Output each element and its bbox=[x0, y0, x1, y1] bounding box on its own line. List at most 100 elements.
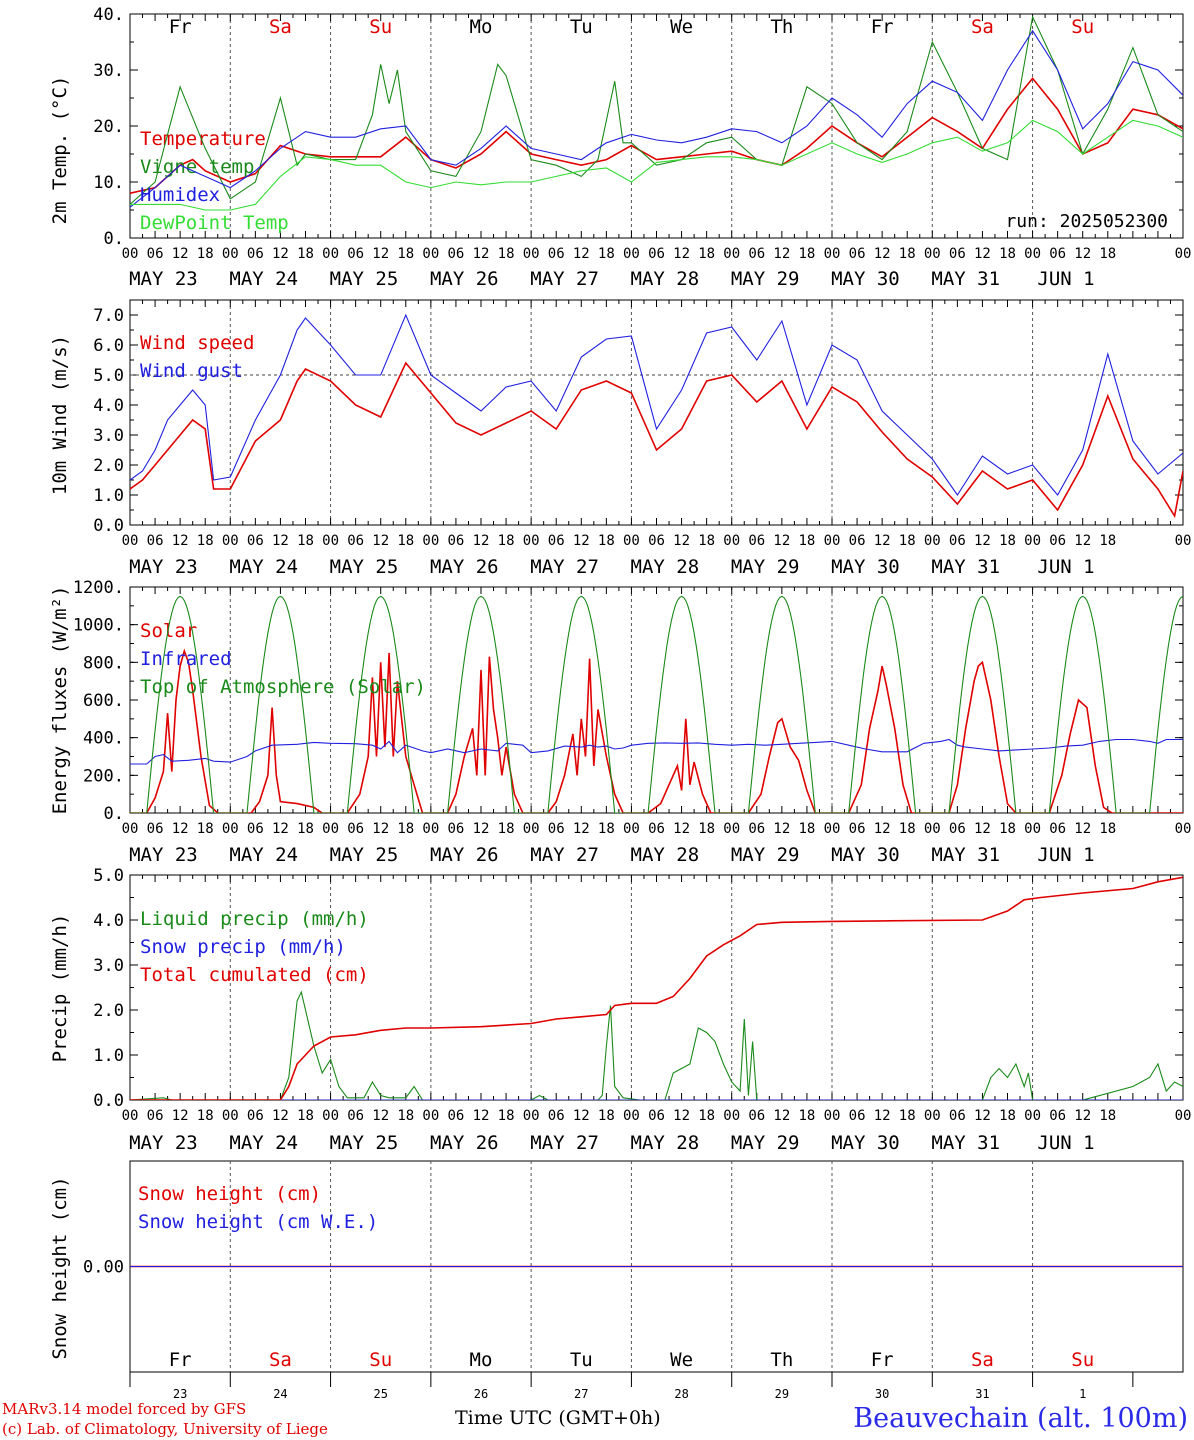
hour-label: 06 bbox=[1049, 1108, 1066, 1124]
hour-label: 12 bbox=[1074, 246, 1091, 262]
hour-label: 18 bbox=[698, 533, 715, 549]
series-line-1-4 bbox=[130, 119, 1183, 211]
day-number: 28 bbox=[674, 1387, 688, 1401]
panel-2: 0.0 1.0 2.0 3.0 4.0 5.0 6.0 7.0 10m Wind (m/s) Wi… bbox=[49, 299, 1191, 578]
hour-label: 06 bbox=[247, 821, 264, 837]
series-line-3-2 bbox=[130, 738, 1183, 765]
weekday-label: Th bbox=[770, 1349, 793, 1371]
weekday-label: Su bbox=[369, 1349, 392, 1371]
hour-label: 12 bbox=[673, 533, 690, 549]
panel-3: 0. 200. 400. 600. 800. 1000. 1200.Energy fluxe… bbox=[49, 578, 1191, 866]
hour-label: 00 bbox=[222, 821, 239, 837]
hour-label: 12 bbox=[272, 821, 289, 837]
hour-label: 00 bbox=[422, 1108, 439, 1124]
hour-label: 00 bbox=[1024, 533, 1041, 549]
hour-label: 00 bbox=[623, 246, 640, 262]
weekday-label: Sa bbox=[971, 16, 994, 38]
hour-label: 18 bbox=[197, 533, 214, 549]
date-label: MAY 25 bbox=[330, 268, 399, 290]
hour-label: 18 bbox=[397, 533, 414, 549]
date-label: MAY 27 bbox=[530, 268, 599, 290]
day-number: 23 bbox=[173, 1387, 187, 1401]
plot-frame bbox=[129, 299, 1184, 526]
y-tick-label: 2.0 bbox=[93, 1001, 124, 1021]
hour-label: 12 bbox=[172, 246, 189, 262]
date-label: JUN 1 bbox=[1037, 268, 1094, 290]
y-axis-label: Precip (mm/h) bbox=[49, 914, 71, 1063]
weekday-label: Fr bbox=[871, 1349, 894, 1371]
date-label: MAY 28 bbox=[631, 556, 700, 578]
hour-label: 00 bbox=[924, 533, 941, 549]
hour-label: 12 bbox=[773, 246, 790, 262]
hour-label: 12 bbox=[372, 821, 389, 837]
panel-1: 0. 10. 20. 30. 40. 2m Temp. (°C) Temperature Vi… bbox=[49, 5, 1191, 290]
date-label: MAY 23 bbox=[129, 1132, 198, 1154]
hour-label: 06 bbox=[1049, 533, 1066, 549]
hour-label: 00 bbox=[422, 246, 439, 262]
y-axis-label: Snow height (cm) bbox=[49, 1176, 71, 1359]
hour-label: 06 bbox=[949, 1108, 966, 1124]
hour-label: 06 bbox=[1049, 821, 1066, 837]
plot-frame bbox=[129, 586, 1184, 814]
hour-label: 00 bbox=[122, 246, 139, 262]
y-tick-label: 20. bbox=[93, 117, 124, 137]
hour-label: 06 bbox=[147, 821, 164, 837]
weekday-label: Tu bbox=[570, 1349, 593, 1371]
hour-label: 00 bbox=[523, 821, 540, 837]
hour-label: 06 bbox=[748, 533, 765, 549]
date-label: JUN 1 bbox=[1037, 556, 1094, 578]
hour-label: 06 bbox=[548, 246, 565, 262]
hour-label: 12 bbox=[673, 1108, 690, 1124]
legend-entry: Humidex bbox=[140, 184, 220, 206]
y-tick-label: 200. bbox=[83, 766, 124, 786]
legend-entry: Infrared bbox=[140, 648, 232, 670]
date-label: MAY 30 bbox=[831, 556, 900, 578]
x-axis-title: Time UTC (GMT+0h) bbox=[455, 1407, 661, 1429]
y-tick-label: 600. bbox=[83, 691, 124, 711]
hour-label: 18 bbox=[297, 533, 314, 549]
hour-label: 06 bbox=[347, 821, 364, 837]
y-tick-label: 10. bbox=[93, 173, 124, 193]
series-line-4-3 bbox=[130, 876, 1183, 1100]
weekday-label: We bbox=[670, 1349, 693, 1371]
hour-label: 18 bbox=[899, 1108, 916, 1124]
date-label: MAY 31 bbox=[931, 1132, 1000, 1154]
day-number: 26 bbox=[474, 1387, 488, 1401]
date-label: MAY 24 bbox=[229, 1132, 298, 1154]
date-label: MAY 26 bbox=[430, 268, 499, 290]
hour-label: 18 bbox=[1099, 821, 1116, 837]
hour-label: 18 bbox=[598, 533, 615, 549]
hour-label: 18 bbox=[498, 821, 515, 837]
hour-label: 18 bbox=[698, 246, 715, 262]
hour-label: 06 bbox=[849, 246, 866, 262]
hour-label: 06 bbox=[949, 246, 966, 262]
hour-label: 18 bbox=[1099, 246, 1116, 262]
hour-label: 00 bbox=[523, 246, 540, 262]
hour-label: 18 bbox=[698, 1108, 715, 1124]
hour-label: 00 bbox=[222, 1108, 239, 1124]
hour-label: 12 bbox=[573, 821, 590, 837]
hour-label: 00 bbox=[623, 533, 640, 549]
hour-label: 06 bbox=[548, 533, 565, 549]
series-line-1-3 bbox=[130, 29, 1183, 208]
hour-label: 00 bbox=[222, 533, 239, 549]
hour-label: 06 bbox=[347, 246, 364, 262]
legend-entry: Solar bbox=[140, 620, 197, 642]
credit-line-1: MARv3.14 model forced by GFS bbox=[2, 1400, 246, 1418]
hour-label: 12 bbox=[372, 533, 389, 549]
hour-label: 12 bbox=[773, 1108, 790, 1124]
day-number: 27 bbox=[574, 1387, 588, 1401]
weekday-label: Sa bbox=[269, 16, 292, 38]
hour-label: 18 bbox=[598, 246, 615, 262]
weekday-label: Fr bbox=[871, 16, 894, 38]
legend-entry: Wind gust bbox=[140, 360, 243, 382]
hour-label: 00 bbox=[523, 533, 540, 549]
y-tick-label: 3.0 bbox=[93, 956, 124, 976]
date-label: MAY 28 bbox=[631, 1132, 700, 1154]
hour-label: 00 bbox=[322, 1108, 339, 1124]
day-number: 25 bbox=[373, 1387, 387, 1401]
date-label: MAY 27 bbox=[530, 1132, 599, 1154]
hour-label: 18 bbox=[798, 1108, 815, 1124]
hour-label: 18 bbox=[798, 246, 815, 262]
